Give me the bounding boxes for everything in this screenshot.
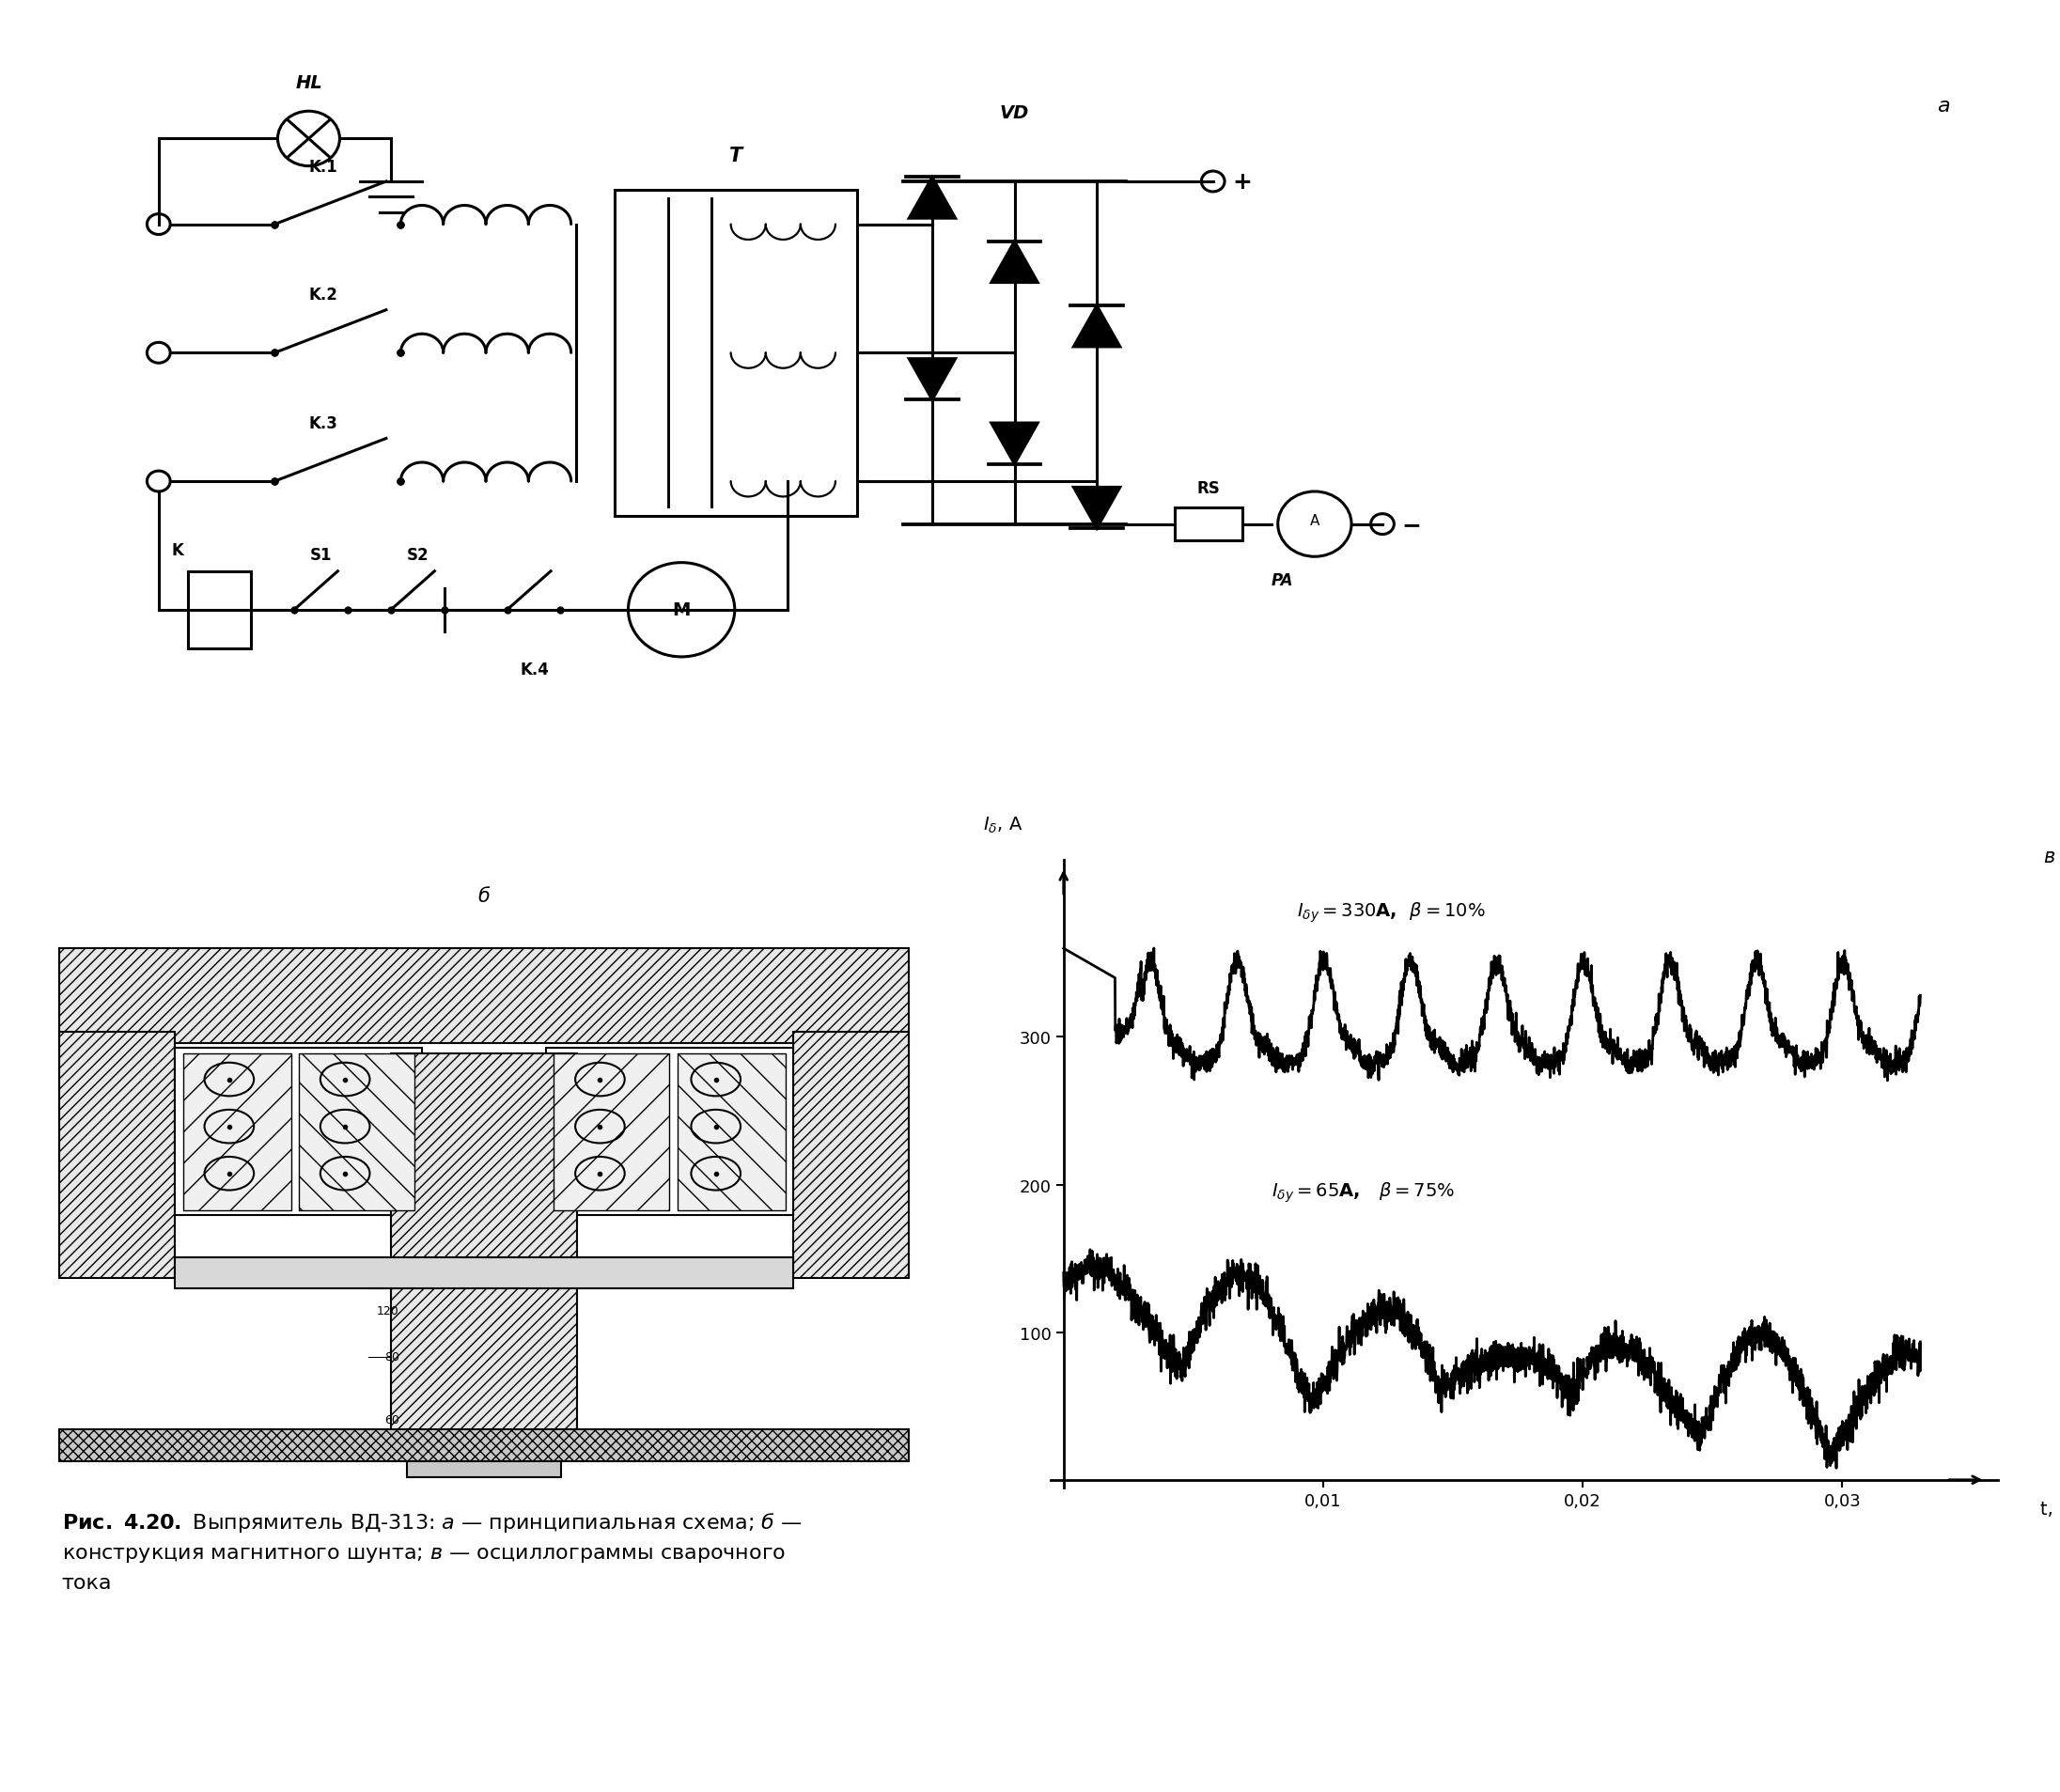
Y-axis label: $I_{\delta}$, А: $I_{\delta}$, А — [983, 815, 1024, 835]
Polygon shape — [1073, 306, 1121, 348]
Bar — [60, 1430, 908, 1460]
Text: $I_{\delta y}=330$А,  $\beta=10\%$: $I_{\delta y}=330$А, $\beta=10\%$ — [1298, 900, 1485, 925]
Text: K.2: K.2 — [309, 287, 338, 305]
Text: 60: 60 — [385, 1414, 400, 1425]
Bar — [1174, 509, 1242, 541]
Text: K.1: K.1 — [309, 158, 338, 176]
Bar — [60, 950, 908, 1043]
Text: −: − — [1401, 513, 1421, 536]
Polygon shape — [991, 242, 1038, 283]
Bar — [391, 1054, 577, 1452]
Text: 80: 80 — [383, 1351, 400, 1362]
Bar — [60, 1032, 175, 1278]
Text: K.3: K.3 — [309, 416, 338, 432]
Text: 120: 120 — [377, 1305, 400, 1317]
Text: a: a — [1936, 97, 1949, 115]
Text: RS: RS — [1197, 480, 1220, 496]
Polygon shape — [1073, 487, 1121, 529]
Text: A: A — [1310, 513, 1320, 527]
Polygon shape — [908, 177, 956, 219]
Text: в: в — [2044, 848, 2056, 866]
Bar — [678, 1054, 785, 1210]
X-axis label: t, c: t, c — [2041, 1500, 2060, 1518]
Bar — [546, 1048, 793, 1215]
Text: VD: VD — [999, 104, 1030, 122]
Bar — [175, 1048, 422, 1215]
Bar — [187, 572, 251, 649]
Text: M: M — [672, 602, 690, 620]
Text: $I_{\delta y}=65$А,   $\beta=75\%$: $I_{\delta y}=65$А, $\beta=75\%$ — [1271, 1181, 1454, 1204]
Bar — [554, 1054, 670, 1210]
Text: HL: HL — [295, 75, 321, 91]
Text: S2: S2 — [408, 547, 428, 563]
Text: S1: S1 — [311, 547, 332, 563]
Text: K: K — [171, 541, 183, 559]
Polygon shape — [991, 423, 1038, 464]
Bar — [183, 1054, 290, 1210]
Bar — [793, 1032, 908, 1278]
Text: T: T — [729, 147, 742, 165]
Text: б: б — [478, 887, 490, 905]
Bar — [614, 190, 857, 516]
Text: $\bf{Рис.\ 4.20.}$ Выпрямитель ВД-313: $a$ — принципиальная схема; $б$ —
констру: $\bf{Рис.\ 4.20.}$ Выпрямитель ВД-313: $… — [62, 1511, 801, 1591]
Text: PA: PA — [1271, 572, 1294, 588]
Bar — [408, 1460, 560, 1477]
Bar — [175, 1258, 793, 1288]
Text: +: + — [1232, 170, 1252, 194]
Text: K.4: K.4 — [519, 661, 548, 679]
Polygon shape — [908, 360, 956, 401]
Bar — [299, 1054, 414, 1210]
